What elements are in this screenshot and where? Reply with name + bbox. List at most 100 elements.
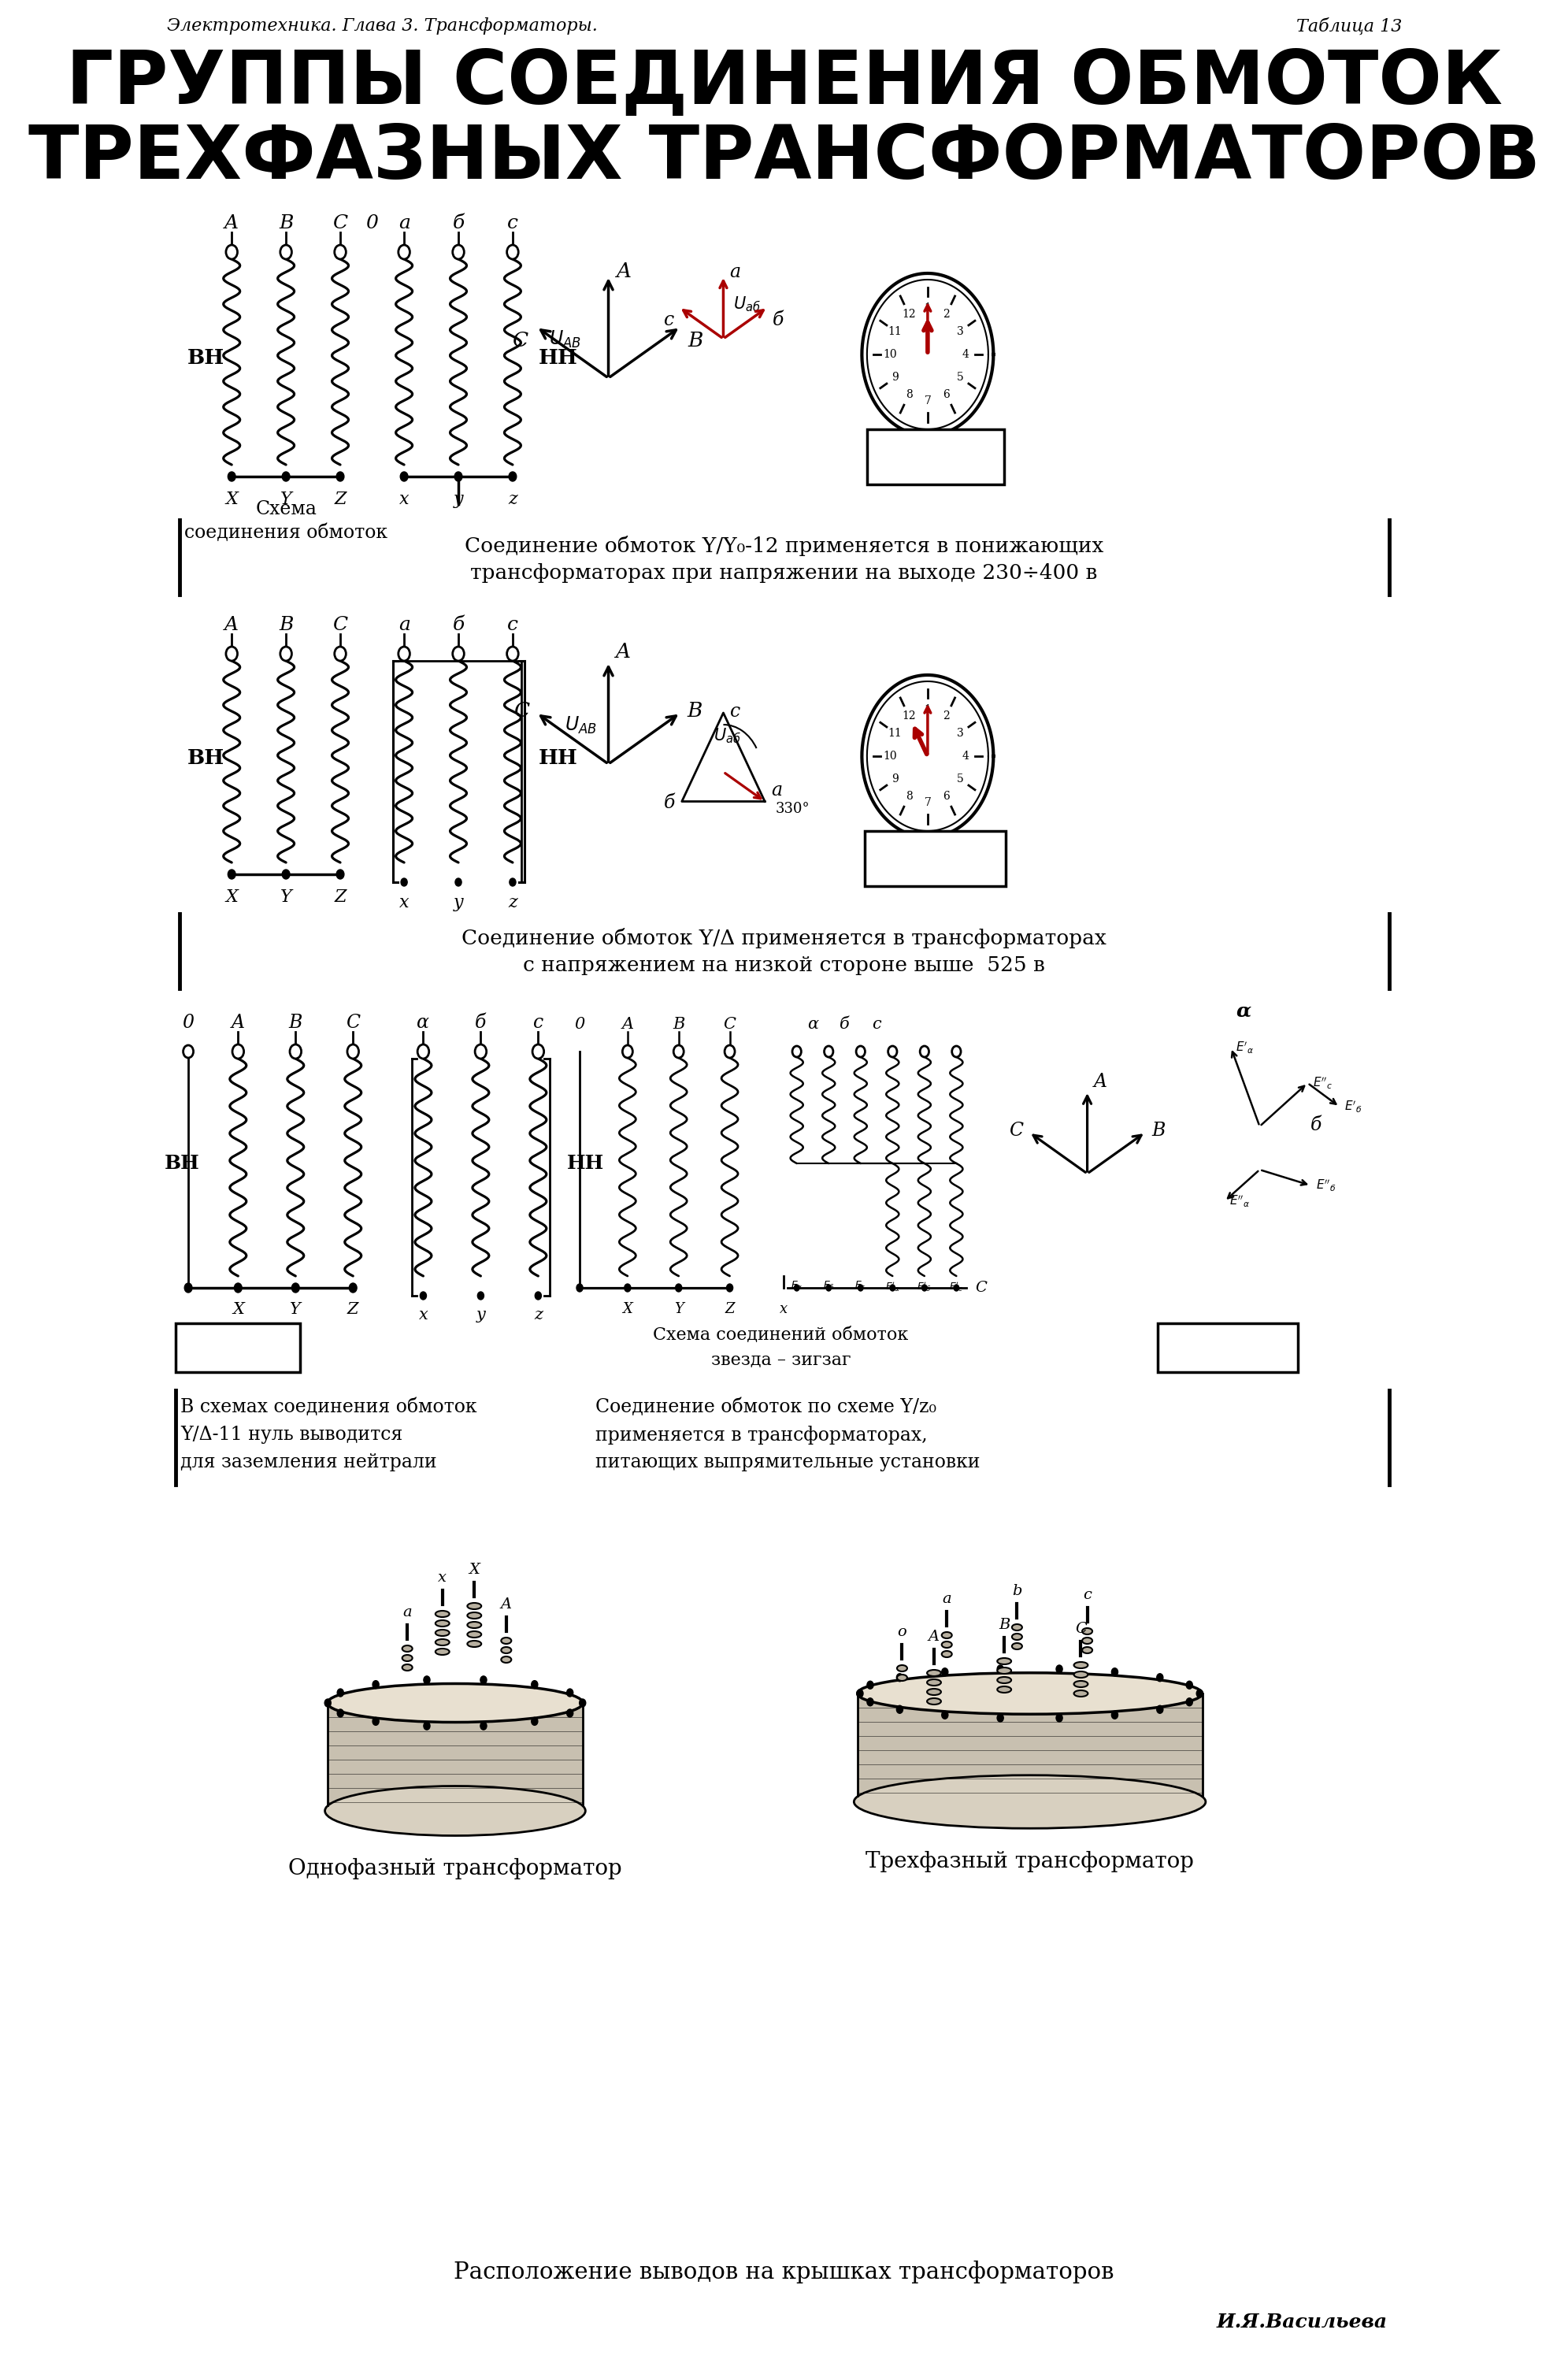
- Text: Y: Y: [674, 1302, 684, 1316]
- Text: Y: Y: [290, 1302, 301, 1316]
- Ellipse shape: [997, 1659, 1011, 1664]
- Text: B: B: [279, 215, 293, 232]
- Text: A: A: [1093, 1073, 1107, 1092]
- Ellipse shape: [1074, 1661, 1088, 1668]
- Ellipse shape: [927, 1680, 941, 1685]
- Circle shape: [724, 1044, 735, 1059]
- Text: A: A: [224, 215, 238, 232]
- Text: B: B: [289, 1014, 303, 1033]
- Text: x: x: [400, 492, 409, 508]
- Text: $E'_c$: $E'_c$: [949, 1281, 964, 1293]
- Ellipse shape: [328, 1682, 583, 1723]
- Text: A: A: [621, 1016, 633, 1033]
- Text: a: a: [771, 780, 782, 799]
- Text: ТРЕХФАЗНЫХ ТРАНСФОРМАТОРОВ: ТРЕХФАЗНЫХ ТРАНСФОРМАТОРОВ: [28, 123, 1540, 194]
- Text: C: C: [332, 617, 348, 633]
- Circle shape: [325, 1699, 331, 1706]
- Text: 0: 0: [182, 1014, 194, 1033]
- Ellipse shape: [942, 1642, 952, 1647]
- Circle shape: [400, 473, 408, 482]
- Circle shape: [373, 1718, 379, 1725]
- Text: ГРУППЫ СОЕДИНЕНИЯ ОБМОТОК: ГРУППЫ СОЕДИНЕНИЯ ОБМОТОК: [66, 47, 1502, 121]
- Circle shape: [185, 1283, 193, 1293]
- Circle shape: [337, 473, 343, 482]
- Text: 3: 3: [956, 728, 964, 740]
- Text: C: C: [514, 702, 530, 721]
- Text: Y/Δ − 11: Y/Δ − 11: [187, 1337, 289, 1359]
- Text: x: x: [437, 1571, 447, 1586]
- Text: X: X: [469, 1562, 480, 1576]
- Circle shape: [282, 870, 290, 879]
- Circle shape: [795, 1285, 800, 1290]
- Text: 9: 9: [892, 371, 898, 383]
- Text: 9: 9: [892, 773, 898, 785]
- Circle shape: [867, 1699, 873, 1706]
- Circle shape: [282, 473, 290, 482]
- Text: б: б: [839, 1016, 850, 1033]
- Circle shape: [891, 1285, 895, 1290]
- Text: A: A: [232, 1014, 245, 1033]
- Circle shape: [455, 879, 461, 886]
- Circle shape: [1057, 1713, 1063, 1723]
- Text: с: с: [872, 1016, 881, 1033]
- Text: 2: 2: [942, 310, 950, 319]
- Text: б: б: [1311, 1115, 1322, 1134]
- Text: Схема соединений обмоток: Схема соединений обмоток: [654, 1326, 908, 1342]
- Circle shape: [1196, 1690, 1203, 1697]
- Circle shape: [1112, 1668, 1118, 1675]
- Text: с: с: [506, 617, 517, 633]
- Circle shape: [455, 473, 463, 482]
- Text: б: б: [475, 1014, 486, 1033]
- Text: z: z: [533, 1307, 543, 1323]
- Circle shape: [1112, 1711, 1118, 1718]
- Text: Трехфазный трансформатор: Трехфазный трансформатор: [866, 1850, 1193, 1871]
- Circle shape: [952, 1047, 961, 1056]
- Text: ВН: ВН: [187, 350, 224, 369]
- Circle shape: [676, 1283, 682, 1293]
- Circle shape: [398, 647, 409, 662]
- Text: x: x: [419, 1307, 428, 1323]
- Text: $U_{аб}$: $U_{аб}$: [732, 295, 760, 314]
- Circle shape: [506, 246, 519, 260]
- Circle shape: [920, 1047, 928, 1056]
- Ellipse shape: [927, 1690, 941, 1694]
- Text: НН: НН: [568, 1153, 604, 1172]
- Text: $U_{AB}$: $U_{AB}$: [549, 328, 582, 350]
- Circle shape: [478, 1293, 485, 1300]
- Circle shape: [281, 647, 292, 662]
- Circle shape: [953, 1285, 960, 1290]
- Text: B: B: [673, 1016, 685, 1033]
- Text: Z: Z: [347, 1302, 359, 1316]
- Circle shape: [510, 879, 516, 886]
- Circle shape: [480, 1675, 486, 1685]
- Text: б: б: [452, 215, 464, 232]
- Ellipse shape: [997, 1687, 1011, 1692]
- Text: 5: 5: [956, 773, 964, 785]
- Text: Z: Z: [334, 888, 347, 905]
- Circle shape: [183, 1044, 193, 1059]
- Circle shape: [858, 1285, 862, 1290]
- Circle shape: [726, 1283, 732, 1293]
- Circle shape: [453, 647, 464, 662]
- Circle shape: [337, 1690, 343, 1697]
- Circle shape: [826, 1285, 831, 1290]
- Text: 10: 10: [883, 350, 897, 359]
- Text: 4: 4: [961, 350, 969, 359]
- Text: C: C: [975, 1281, 988, 1295]
- Circle shape: [334, 647, 347, 662]
- Circle shape: [226, 246, 237, 260]
- Circle shape: [1187, 1699, 1193, 1706]
- Text: $U_{AB}$: $U_{AB}$: [564, 716, 597, 735]
- Circle shape: [226, 647, 237, 662]
- Text: 0: 0: [365, 215, 378, 232]
- Text: $E''_c$: $E''_c$: [1312, 1075, 1333, 1092]
- Text: 7: 7: [924, 796, 931, 808]
- Circle shape: [453, 246, 464, 260]
- Circle shape: [566, 1690, 574, 1697]
- Text: Y: Y: [281, 492, 292, 508]
- Circle shape: [622, 1044, 632, 1059]
- Circle shape: [398, 246, 409, 260]
- Text: α: α: [1236, 1002, 1251, 1021]
- Text: 5: 5: [956, 371, 964, 383]
- Circle shape: [942, 1711, 949, 1718]
